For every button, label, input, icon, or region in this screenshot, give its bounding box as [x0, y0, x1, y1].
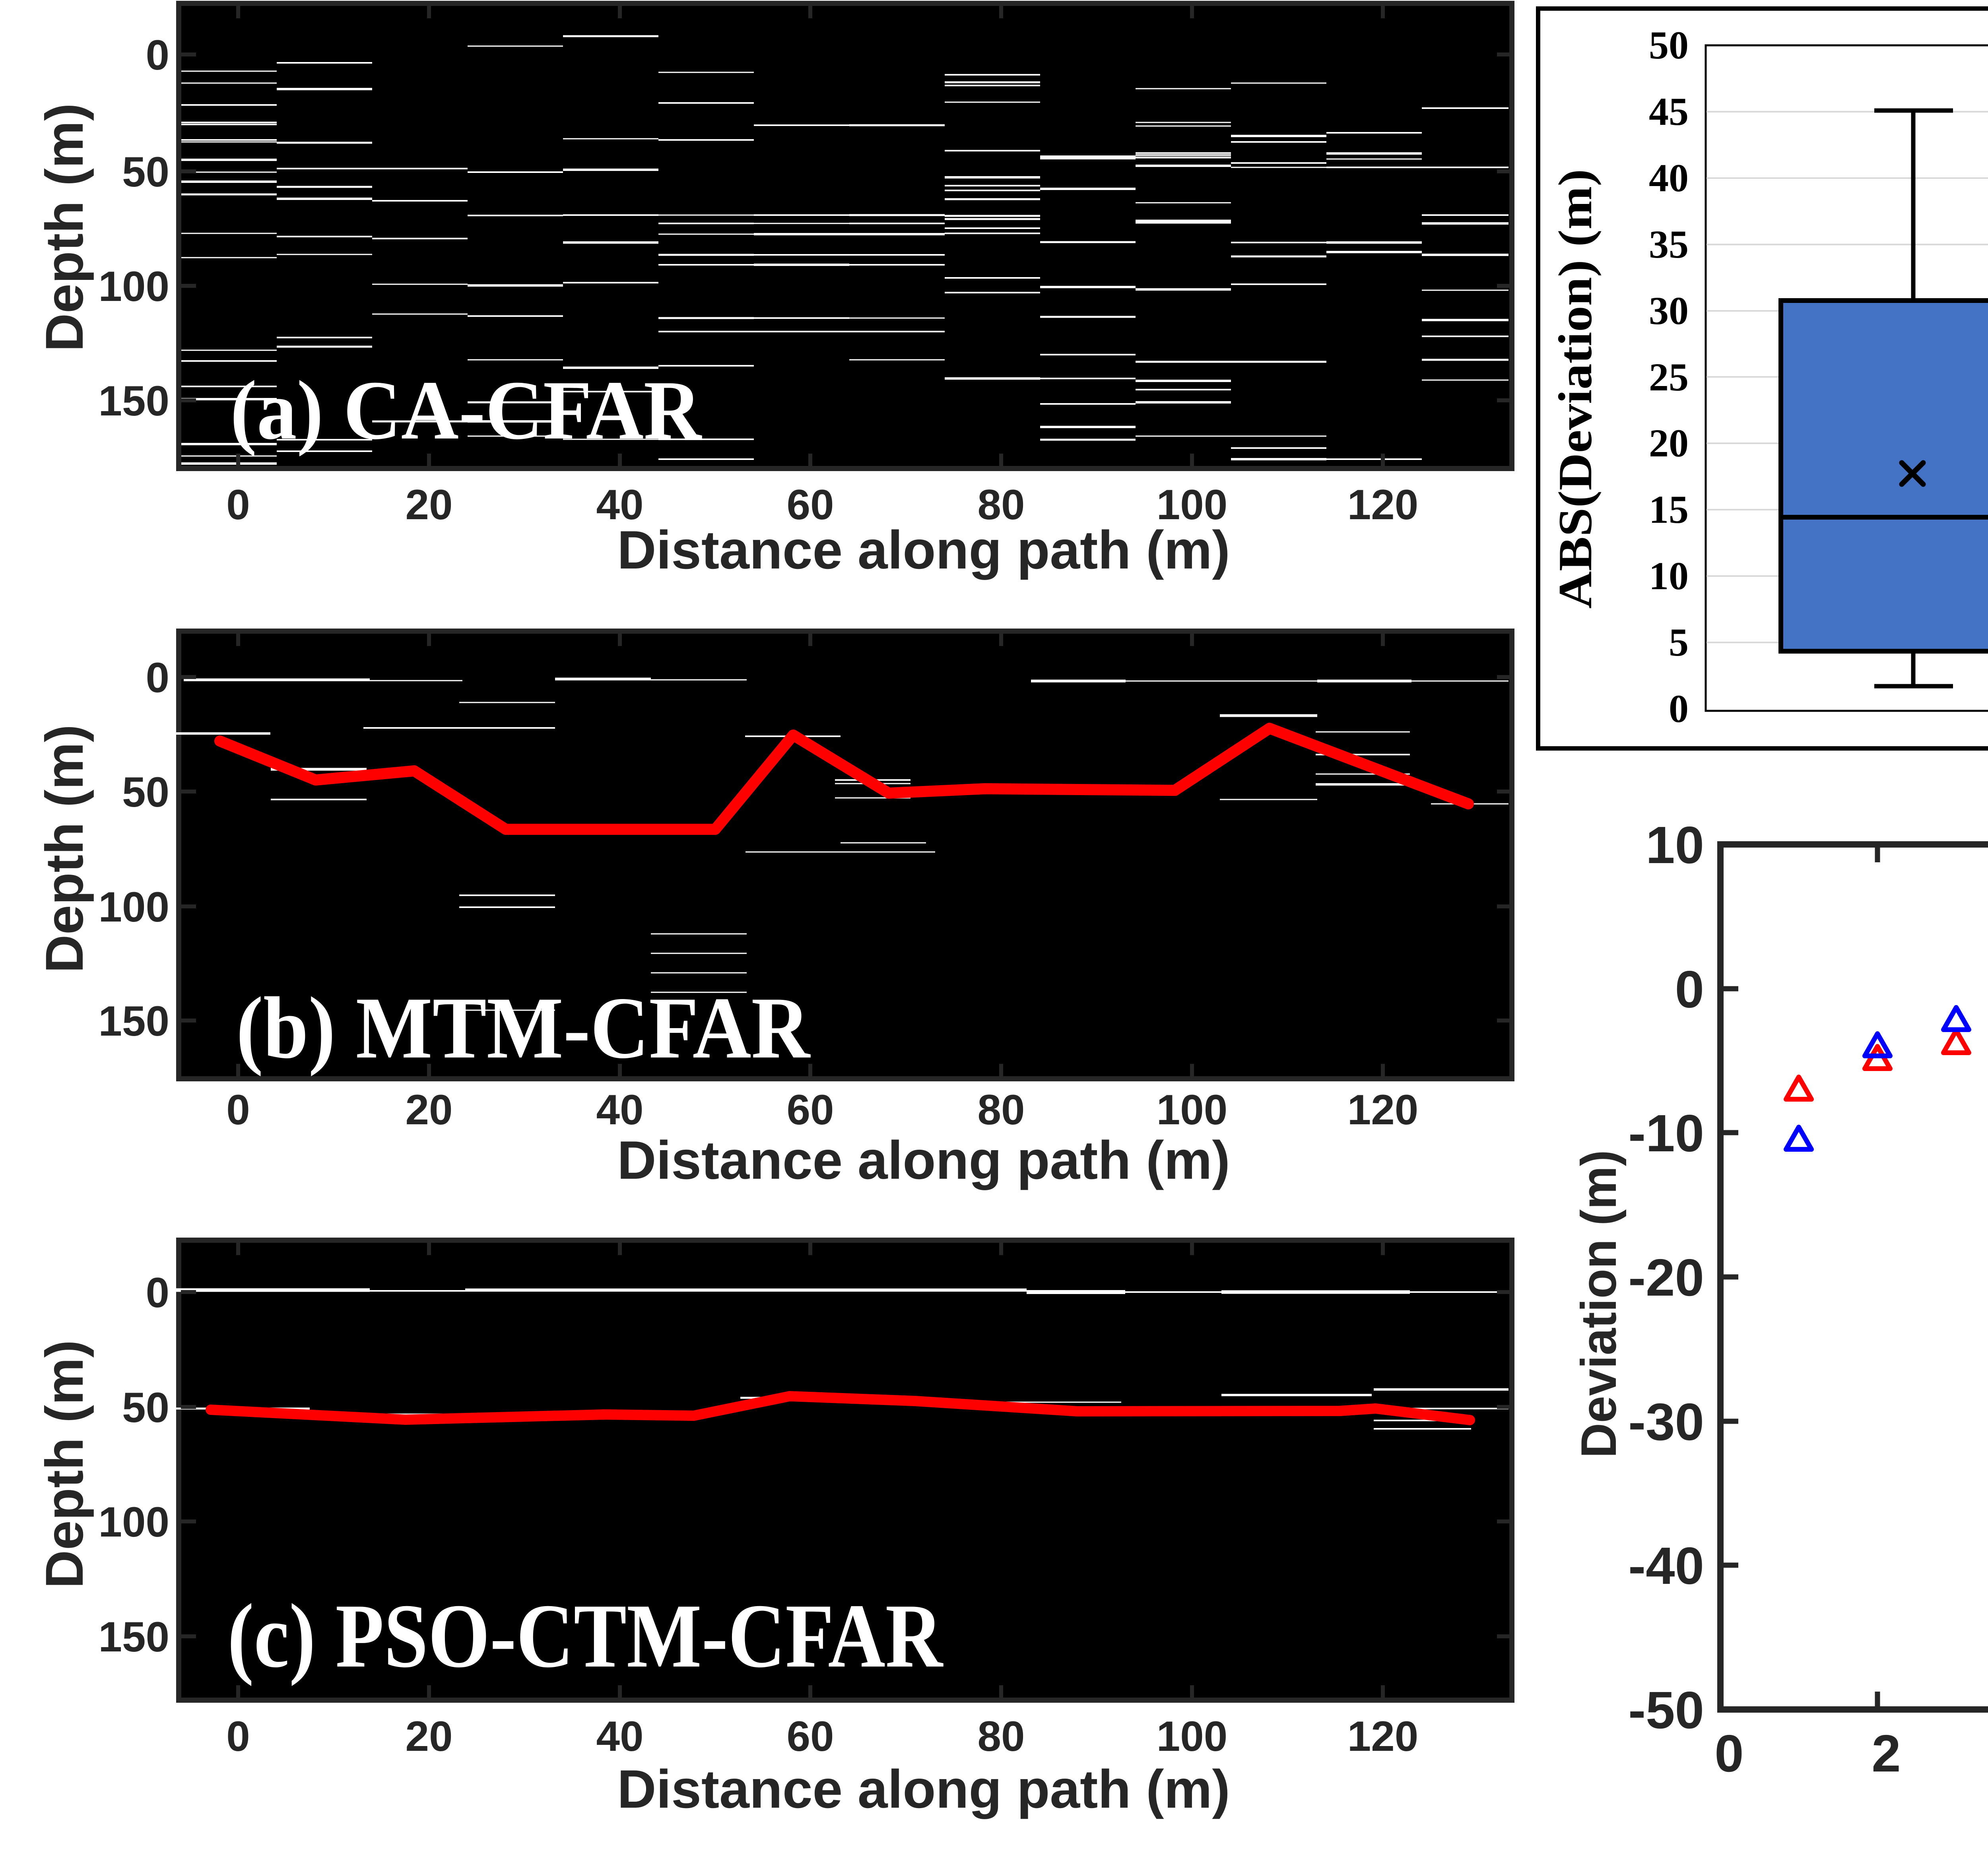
svg-text:60: 60: [786, 1086, 834, 1133]
svg-text:5: 5: [1669, 620, 1689, 664]
svg-text:20: 20: [1649, 421, 1689, 465]
svg-text:Distance along path (m): Distance along path (m): [617, 1130, 1230, 1190]
svg-text:100: 100: [98, 1498, 169, 1546]
svg-text:100: 100: [98, 883, 169, 931]
svg-text:150: 150: [98, 997, 169, 1045]
svg-text:-50: -50: [1628, 1681, 1704, 1739]
svg-text:Deviation (m): Deviation (m): [1571, 1150, 1627, 1458]
svg-text:10: 10: [1646, 816, 1704, 874]
svg-text:120: 120: [1347, 481, 1419, 528]
svg-text:50: 50: [1649, 23, 1689, 67]
svg-text:50: 50: [122, 1383, 169, 1431]
svg-text:0: 0: [226, 481, 250, 528]
svg-text:-10: -10: [1628, 1104, 1704, 1162]
svg-text:80: 80: [977, 1712, 1025, 1760]
svg-text:2: 2: [1872, 1724, 1901, 1783]
svg-text:40: 40: [596, 1712, 643, 1760]
svg-text:0: 0: [226, 1086, 250, 1133]
svg-text:30: 30: [1649, 289, 1689, 333]
svg-text:ABS(Deviation) (m): ABS(Deviation) (m): [1549, 169, 1602, 609]
svg-text:50: 50: [122, 768, 169, 816]
svg-text:Distance along path (m): Distance along path (m): [617, 520, 1230, 580]
svg-text:20: 20: [405, 1712, 452, 1760]
svg-text:0: 0: [226, 1712, 250, 1760]
svg-text:25: 25: [1649, 355, 1689, 399]
svg-text:100: 100: [1157, 1086, 1228, 1133]
svg-text:100: 100: [1157, 1712, 1228, 1760]
svg-text:Depth (m): Depth (m): [35, 103, 94, 351]
svg-text:0: 0: [146, 1269, 169, 1316]
svg-text:120: 120: [1347, 1712, 1419, 1760]
svg-text:150: 150: [98, 1613, 169, 1661]
svg-text:0: 0: [1675, 960, 1704, 1019]
svg-text:35: 35: [1649, 222, 1689, 266]
svg-text:-30: -30: [1628, 1393, 1704, 1451]
svg-text:-40: -40: [1628, 1537, 1704, 1595]
svg-text:20: 20: [405, 481, 452, 528]
svg-text:Depth (m): Depth (m): [35, 724, 94, 973]
svg-text:50: 50: [122, 148, 169, 196]
svg-text:10: 10: [1649, 554, 1689, 598]
svg-text:120: 120: [1347, 1086, 1419, 1133]
svg-text:0: 0: [146, 31, 169, 79]
svg-text:Depth (m): Depth (m): [35, 1340, 94, 1588]
svg-text:(a) CA-CFAR: (a) CA-CFAR: [230, 363, 702, 457]
svg-text:20: 20: [405, 1086, 452, 1133]
svg-text:15: 15: [1649, 487, 1689, 532]
svg-text:Distance along path (m): Distance along path (m): [617, 1759, 1230, 1819]
svg-text:0: 0: [1669, 687, 1689, 731]
svg-text:0: 0: [1714, 1724, 1743, 1783]
svg-text:80: 80: [977, 1086, 1025, 1133]
svg-text:45: 45: [1649, 89, 1689, 134]
svg-text:100: 100: [98, 262, 169, 310]
svg-text:60: 60: [786, 1712, 834, 1760]
svg-text:-20: -20: [1628, 1248, 1704, 1307]
svg-text:0: 0: [146, 654, 169, 701]
svg-text:40: 40: [596, 1086, 643, 1133]
svg-text:40: 40: [1649, 156, 1689, 200]
svg-text:(b) MTM-CFAR: (b) MTM-CFAR: [236, 979, 811, 1077]
svg-text:(c) PSO-CTM-CFAR: (c) PSO-CTM-CFAR: [227, 1585, 944, 1686]
svg-text:150: 150: [98, 377, 169, 425]
